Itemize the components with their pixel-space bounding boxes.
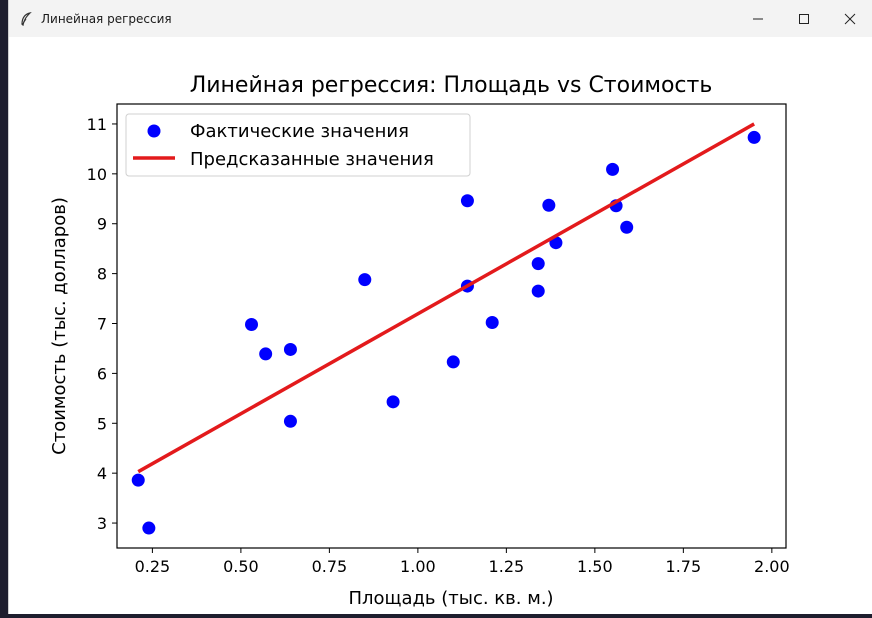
data-point <box>245 318 259 332</box>
legend-label-actual: Фактические значения <box>190 121 409 142</box>
y-tick-label: 4 <box>97 464 107 483</box>
legend-box <box>125 113 471 177</box>
title-bar[interactable]: Линейная регрессия <box>9 0 872 37</box>
window-title: Линейная регрессия <box>41 11 172 26</box>
chart-title: Линейная регрессия: Площадь vs Стоимость <box>190 73 713 98</box>
y-tick-label: 7 <box>97 315 107 334</box>
data-point <box>283 342 297 356</box>
y-axis-label: Стоимость (тыс. долларов) <box>49 197 70 455</box>
data-point <box>485 316 499 330</box>
legend-marker-actual <box>147 124 161 138</box>
legend: Фактические значения Предсказанные значе… <box>125 113 471 177</box>
data-point <box>620 220 634 234</box>
data-point <box>446 355 460 369</box>
x-tick-label: 0.50 <box>223 557 259 576</box>
close-button[interactable] <box>827 0 872 37</box>
x-tick-label: 1.75 <box>666 557 702 576</box>
data-point <box>460 194 474 208</box>
feather-icon <box>19 11 33 26</box>
legend-label-predicted: Предсказанные значения <box>190 149 434 170</box>
regression-line <box>137 122 756 474</box>
data-point <box>283 414 297 428</box>
data-point <box>531 284 545 298</box>
app-window: Линейная регрессия Линейная регрессия: П… <box>8 0 872 614</box>
data-point <box>531 257 545 271</box>
y-tick-label: 11 <box>87 115 107 134</box>
plot-frame <box>116 103 787 549</box>
y-tick-label: 6 <box>97 364 107 383</box>
x-tick-label: 1.00 <box>400 557 436 576</box>
y-tick-label: 8 <box>97 265 107 284</box>
data-point <box>747 130 761 144</box>
data-point <box>542 198 556 212</box>
figure-canvas: Линейная регрессия: Площадь vs Стоимость… <box>9 37 872 614</box>
maximize-icon <box>799 13 809 24</box>
y-tick-label: 10 <box>87 165 107 184</box>
y-tick-label: 9 <box>97 215 107 234</box>
x-tick-label: 0.25 <box>135 557 171 576</box>
x-tick-label: 2.00 <box>754 557 790 576</box>
data-point <box>386 395 400 409</box>
minimize-icon <box>753 18 763 19</box>
data-point <box>259 347 273 361</box>
x-tick-label: 0.75 <box>312 557 348 576</box>
x-tick-label: 1.25 <box>489 557 525 576</box>
x-axis-label: Площадь (тыс. кв. м.) <box>348 588 553 609</box>
regression-chart: Линейная регрессия: Площадь vs Стоимость… <box>49 73 790 609</box>
background-desktop-strip <box>0 0 8 614</box>
y-tick-label: 3 <box>97 514 107 533</box>
data-point <box>142 521 156 535</box>
data-point <box>358 273 372 287</box>
close-icon <box>844 13 856 24</box>
maximize-button[interactable] <box>781 0 827 37</box>
y-tick-label: 5 <box>97 414 107 433</box>
minimize-button[interactable] <box>735 0 781 37</box>
data-point <box>131 473 145 487</box>
x-tick-label: 1.50 <box>577 557 613 576</box>
data-point <box>606 162 620 176</box>
